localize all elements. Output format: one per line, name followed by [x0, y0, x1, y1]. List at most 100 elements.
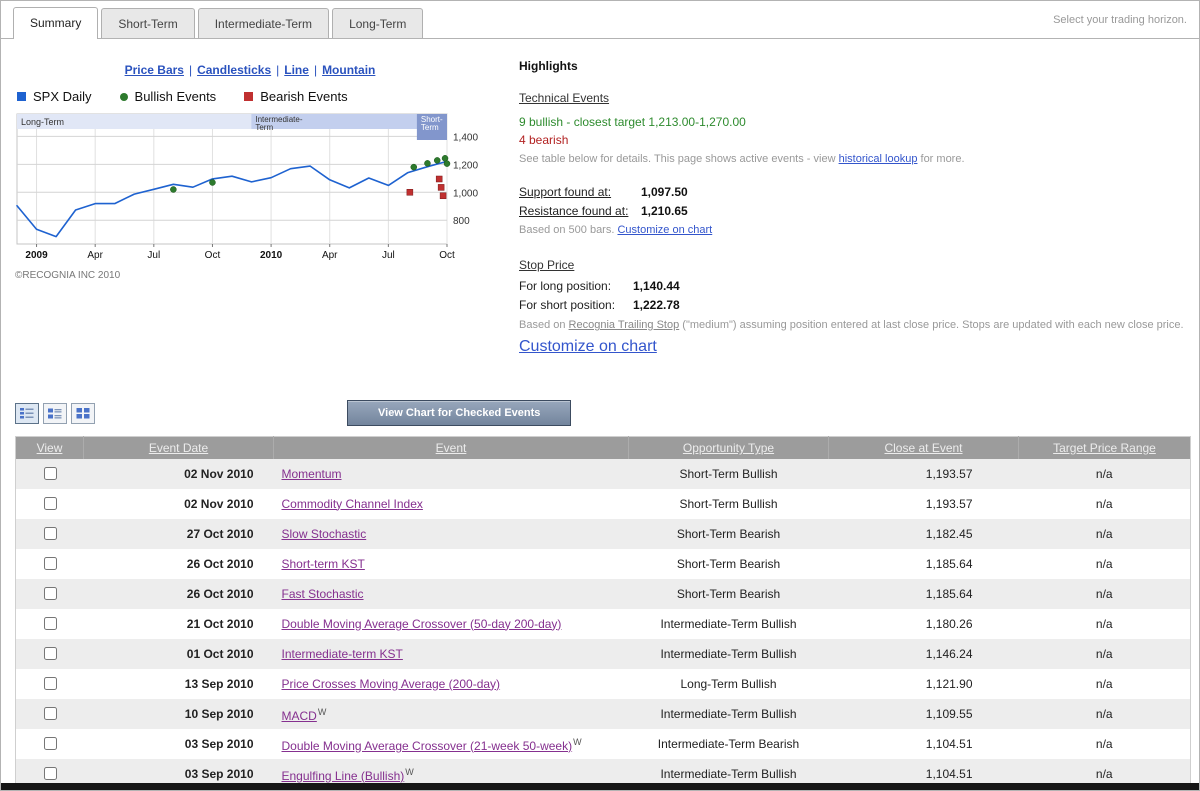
- opportunity-type-cell: Intermediate-Term Bullish: [660, 646, 797, 661]
- event-checkbox[interactable]: [43, 677, 57, 690]
- event-checkbox[interactable]: [43, 767, 57, 780]
- col-header-view[interactable]: View: [15, 436, 84, 459]
- list-view-button[interactable]: [43, 402, 67, 424]
- long-position-label: For long position:: [519, 279, 612, 293]
- event-checkbox[interactable]: [43, 527, 57, 540]
- long-position-value: 1,140.44: [633, 279, 680, 293]
- price-chart[interactable]: 1,400 1,200 1,000 800 Long-Term Intermediate-…: [15, 108, 485, 260]
- chart-legend: SPX Daily Bullish Events Bearish Events: [17, 89, 515, 104]
- chart-type-link-mountain[interactable]: Mountain: [322, 63, 376, 77]
- target-price-cell: n/a: [1095, 556, 1113, 571]
- event-link[interactable]: Slow Stochastic: [281, 526, 367, 541]
- tab-intermediate-term[interactable]: Intermediate-Term: [197, 8, 330, 38]
- opportunity-type-cell: Short-Term Bearish: [676, 526, 781, 541]
- tab-short-term[interactable]: Short-Term: [101, 8, 195, 38]
- chart-type-link-line[interactable]: Line: [284, 63, 309, 77]
- events-table-body: 02 Nov 2010 Momentum Short-Term Bullish 1,1…: [15, 459, 1191, 790]
- event-date-cell: 02 Nov 2010: [184, 466, 254, 481]
- recognia-trailing-stop-link[interactable]: Recognia Trailing Stop: [568, 319, 680, 331]
- support-row: Support found at: 1,097.50: [519, 185, 1191, 199]
- chart-type-link-candlesticks[interactable]: Candlesticks: [197, 63, 272, 77]
- event-link[interactable]: Price Crosses Moving Average (200-day): [281, 676, 501, 691]
- highlights-title: Highlights: [519, 59, 578, 73]
- legend-item: Bearish Events: [244, 89, 348, 104]
- event-cell: Short-term KST: [274, 549, 629, 579]
- event-checkbox[interactable]: [43, 587, 57, 600]
- customize-on-chart-link-2[interactable]: Customize on chart: [519, 338, 657, 355]
- opportunity-type-cell: Intermediate-Term Bearish: [657, 736, 800, 751]
- event-link[interactable]: MACD: [281, 708, 317, 723]
- svg-text:Oct: Oct: [439, 250, 455, 260]
- tiles-view-button[interactable]: [71, 402, 95, 424]
- view-cell: [16, 579, 84, 609]
- events-note-prefix: See table below for details. This page s…: [519, 153, 839, 165]
- historical-lookup-link[interactable]: historical lookup: [838, 153, 918, 165]
- chart-type-link-price-bars[interactable]: Price Bars: [124, 63, 184, 77]
- event-link[interactable]: Engulfing Line (Bullish): [281, 768, 405, 783]
- close-at-event-cell: 1,109.55: [925, 706, 973, 721]
- svg-text:Short-: Short-: [421, 115, 443, 124]
- bearish-summary: 4 bearish: [519, 133, 569, 147]
- details-view-button[interactable]: [15, 402, 39, 424]
- event-checkbox[interactable]: [43, 467, 57, 480]
- target-price-cell: n/a: [1095, 526, 1113, 541]
- event-link[interactable]: Double Moving Average Crossover (21-week…: [281, 738, 573, 753]
- event-cell: Commodity Channel Index: [274, 489, 629, 519]
- stop-note: Based on Recognia Trailing Stop ("medium…: [519, 319, 1191, 331]
- svg-text:Jul: Jul: [147, 250, 160, 260]
- trading-horizon-hint: Select your trading horizon.: [1053, 13, 1187, 26]
- view-chart-button[interactable]: View Chart for Checked Events: [347, 400, 572, 426]
- technical-events-link[interactable]: Technical Events: [519, 91, 610, 105]
- bottom-bar: [1, 783, 1199, 790]
- col-header-event-date[interactable]: Event Date: [83, 436, 274, 459]
- stop-note-prefix: Based on: [519, 319, 569, 331]
- opportunity-type-cell: Intermediate-Term Bullish: [660, 766, 797, 781]
- customize-on-chart-link[interactable]: Customize on chart: [617, 224, 713, 236]
- col-header-opportunity-type[interactable]: Opportunity Type: [628, 436, 829, 459]
- chart-panel: Price Bars | Candlesticks | Line | Mountain SP…: [15, 55, 515, 355]
- copyright-text: ©RECOGNIA INC 2010: [15, 270, 121, 281]
- details-view-icon: [20, 408, 34, 419]
- svg-text:Oct: Oct: [205, 250, 221, 260]
- long-position-row: For long position: 1,140.44: [519, 279, 1191, 293]
- close-at-event-cell: 1,185.64: [925, 556, 973, 571]
- event-link[interactable]: Commodity Channel Index: [281, 496, 423, 511]
- legend-item: SPX Daily: [17, 89, 92, 104]
- event-cell: Price Crosses Moving Average (200-day): [274, 669, 629, 699]
- event-row: 21 Oct 2010 Double Moving Average Crossov…: [15, 609, 1191, 639]
- target-price-cell: n/a: [1095, 676, 1113, 691]
- highlights-panel: Highlights Technical Events 9 bullish - …: [515, 55, 1191, 355]
- event-link[interactable]: Double Moving Average Crossover (50-day …: [281, 616, 562, 631]
- col-header-target-price-range[interactable]: Target Price Range: [1018, 436, 1191, 459]
- event-checkbox[interactable]: [43, 557, 57, 570]
- legend-label: SPX Daily: [33, 89, 92, 104]
- col-header-event[interactable]: Event: [273, 436, 629, 459]
- col-header-close-at-event[interactable]: Close at Event: [828, 436, 1019, 459]
- resistance-value: 1,210.65: [641, 204, 688, 218]
- events-table: View Event Date Event Opportunity Type C…: [15, 436, 1191, 790]
- view-cell: [16, 519, 84, 549]
- chart-type-links: Price Bars | Candlesticks | Line | Mountain: [15, 63, 485, 77]
- event-link[interactable]: Intermediate-term KST: [281, 646, 403, 661]
- opportunity-type-cell: Intermediate-Term Bullish: [660, 706, 797, 721]
- event-checkbox[interactable]: [43, 707, 57, 720]
- target-price-cell: n/a: [1095, 736, 1113, 751]
- list-view-icon: [48, 408, 62, 419]
- event-checkbox[interactable]: [43, 647, 57, 660]
- support-label: Support found at:: [519, 185, 612, 199]
- tab-long-term[interactable]: Long-Term: [332, 8, 424, 38]
- opportunity-type-cell: Long-Term Bullish: [680, 676, 777, 691]
- link-separator: |: [276, 63, 280, 77]
- event-link[interactable]: Fast Stochastic: [281, 586, 364, 601]
- event-cell: Double Moving Average Crossover (21-week…: [274, 729, 629, 759]
- event-link[interactable]: Short-term KST: [281, 556, 365, 571]
- weekly-flag: W: [573, 736, 582, 747]
- stop-price-link[interactable]: Stop Price: [519, 258, 575, 272]
- weekly-flag: W: [317, 706, 327, 717]
- event-checkbox[interactable]: [43, 617, 57, 630]
- event-checkbox[interactable]: [43, 737, 57, 750]
- tab-summary[interactable]: Summary: [13, 7, 99, 39]
- event-link[interactable]: Momentum: [281, 466, 342, 481]
- event-checkbox[interactable]: [43, 497, 57, 510]
